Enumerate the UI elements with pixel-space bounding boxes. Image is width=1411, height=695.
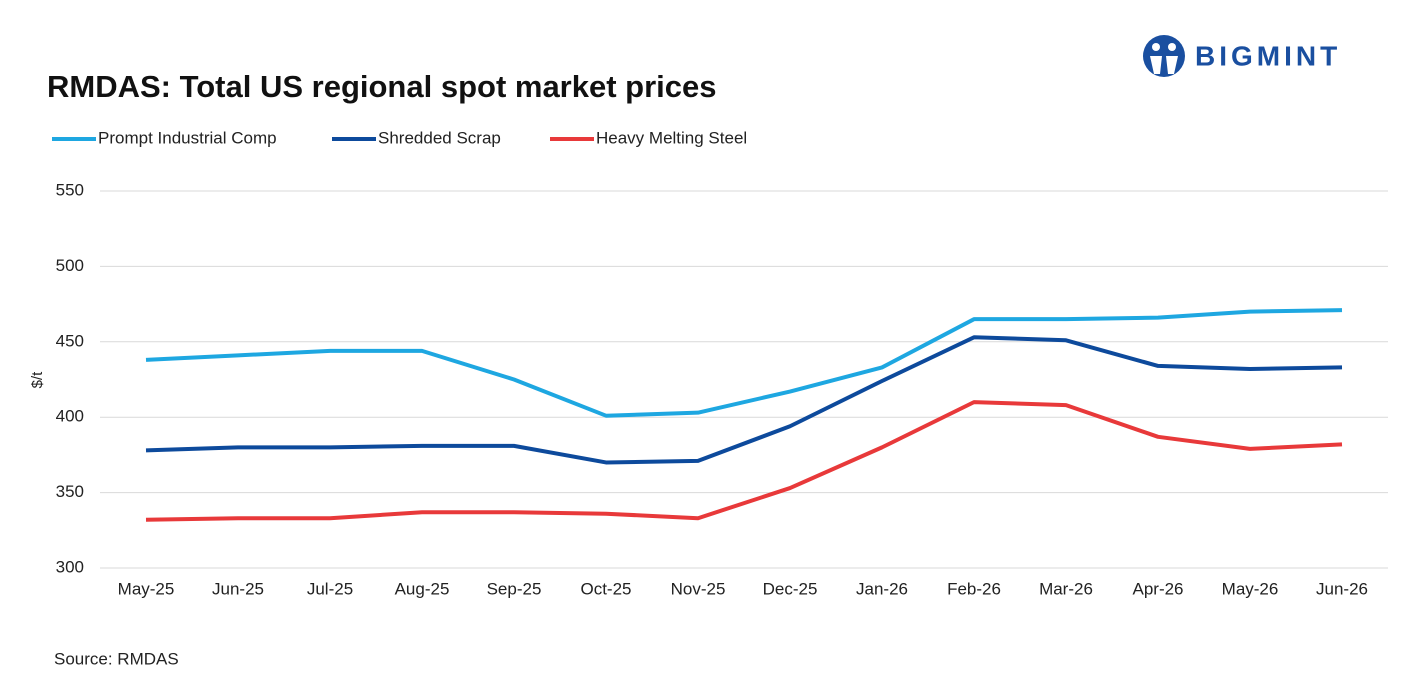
y-tick-label: 450 xyxy=(56,331,84,350)
x-tick-label: Jul-25 xyxy=(307,579,353,598)
logo-icon xyxy=(1143,35,1185,77)
legend-label: Shredded Scrap xyxy=(378,128,501,147)
x-tick-label: Mar-26 xyxy=(1039,579,1093,598)
y-tick-label: 400 xyxy=(56,407,84,426)
y-tick-label: 500 xyxy=(56,256,84,275)
x-tick-label: Jan-26 xyxy=(856,579,908,598)
logo-text: BIGMINT xyxy=(1195,40,1341,71)
y-tick-label: 350 xyxy=(56,482,84,501)
x-tick-label: May-25 xyxy=(118,579,175,598)
y-tick-label: 300 xyxy=(56,557,84,576)
y-tick-label: 550 xyxy=(56,180,84,199)
source: Source: RMDAS xyxy=(54,649,179,668)
x-tick-label: May-26 xyxy=(1222,579,1279,598)
x-tick-label: Aug-25 xyxy=(395,579,450,598)
x-tick-label: Jun-25 xyxy=(212,579,264,598)
x-tick-label: Jun-26 xyxy=(1316,579,1368,598)
x-tick-label: Oct-25 xyxy=(580,579,631,598)
x-tick-label: Feb-26 xyxy=(947,579,1001,598)
legend-label: Prompt Industrial Comp xyxy=(98,128,277,147)
series-line xyxy=(145,335,1343,465)
chart-title: RMDAS: Total US regional spot market pri… xyxy=(47,69,717,104)
x-tick-label: Nov-25 xyxy=(671,579,726,598)
y-axis-label: $/t xyxy=(29,371,46,389)
series-line xyxy=(145,308,1343,418)
x-tick-label: Sep-25 xyxy=(487,579,542,598)
series-line xyxy=(145,400,1343,522)
x-tick-label: Dec-25 xyxy=(763,579,818,598)
x-tick-label: Apr-26 xyxy=(1132,579,1183,598)
legend-label: Heavy Melting Steel xyxy=(596,128,747,147)
